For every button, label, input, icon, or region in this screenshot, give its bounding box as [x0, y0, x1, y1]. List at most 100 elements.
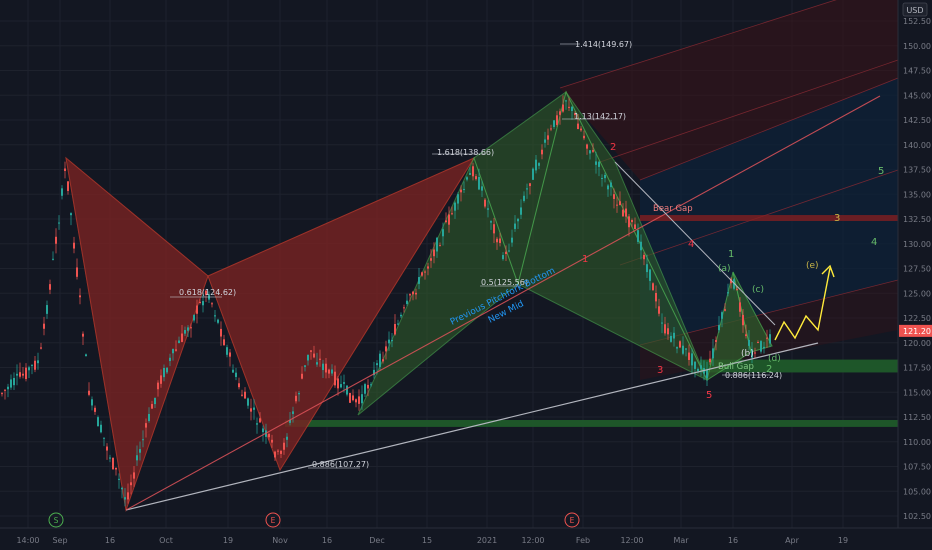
candle-body	[697, 368, 699, 372]
candle-body	[55, 236, 57, 244]
x-tick-label: 14:00	[16, 536, 39, 545]
candle-body	[334, 371, 336, 386]
fib-label: 1.618(138.66)	[437, 148, 494, 157]
candle-body	[739, 302, 741, 312]
event-marker-label: E	[271, 516, 276, 525]
candle-body	[310, 350, 312, 352]
x-tick-label: Apr	[785, 536, 800, 545]
candle-body	[10, 379, 12, 388]
candle-body	[487, 208, 489, 210]
candle-body	[28, 367, 30, 371]
candle-body	[331, 369, 333, 374]
y-tick-label: 135.00	[903, 190, 931, 199]
candle-body	[268, 433, 270, 438]
candle-body	[646, 264, 648, 273]
candle-body	[682, 345, 684, 354]
candle-body	[616, 204, 618, 206]
candle-body	[424, 271, 426, 273]
candle-body	[40, 347, 42, 349]
candle-body	[322, 363, 324, 371]
candle-body	[454, 202, 456, 211]
y-tick-label: 125.00	[903, 289, 931, 298]
candle-body	[388, 339, 390, 344]
last-price-label: 121.20	[903, 327, 931, 336]
candle-body	[484, 199, 486, 207]
candle-body	[262, 428, 264, 433]
candle-body	[46, 305, 48, 314]
candle-body	[730, 278, 732, 284]
candle-body	[100, 424, 102, 433]
candle-body	[319, 358, 321, 360]
candle-body	[670, 335, 672, 342]
candle-body	[184, 330, 186, 334]
candle-body	[148, 413, 150, 422]
candle-body	[85, 354, 87, 357]
candle-body	[211, 303, 213, 305]
event-marker	[564, 512, 580, 528]
pitchfork-median-line	[125, 95, 881, 511]
fib-label: 0.886(116.24)	[725, 371, 782, 380]
candle-body	[109, 457, 111, 459]
candle-body	[193, 315, 195, 321]
candle-body	[724, 309, 726, 311]
time-axis-background	[0, 528, 898, 550]
candle-body	[673, 332, 675, 339]
candle-body	[571, 106, 573, 112]
candle-body	[364, 384, 366, 394]
candle-body	[556, 115, 558, 125]
candle-body	[757, 342, 759, 344]
candle-body	[679, 341, 681, 348]
candle-body	[325, 363, 327, 373]
candle-body	[145, 423, 147, 428]
candle-body	[139, 449, 141, 453]
candle-body	[70, 213, 72, 216]
currency-label: USD	[906, 6, 923, 15]
candle-body	[451, 213, 453, 215]
candle-body	[742, 314, 744, 326]
candle-body	[517, 218, 519, 222]
x-tick-label: 12:00	[620, 536, 643, 545]
candle-body	[190, 327, 192, 329]
candle-body	[718, 325, 720, 331]
candle-body	[160, 375, 162, 384]
candle-body	[121, 487, 123, 490]
candle-body	[169, 357, 171, 362]
candle-body	[649, 269, 651, 281]
candle-body	[58, 222, 60, 224]
gap-zones	[285, 215, 898, 427]
candle-body	[7, 386, 9, 390]
candle-body	[358, 396, 360, 404]
candle-body	[67, 181, 69, 191]
y-tick-label: 110.00	[903, 438, 931, 447]
candle-body	[736, 289, 738, 291]
support-trendline	[125, 342, 819, 511]
candle-body	[37, 360, 39, 364]
candle-body	[667, 328, 669, 335]
candle-body	[541, 149, 543, 155]
candle-body	[592, 150, 594, 152]
y-tick-label: 137.50	[903, 166, 931, 175]
candle-body	[691, 353, 693, 366]
candle-body	[664, 324, 666, 334]
candle-body	[112, 457, 114, 470]
candle-body	[400, 314, 402, 317]
y-tick-label: 147.50	[903, 67, 931, 76]
candle-body	[379, 353, 381, 367]
candle-body	[13, 377, 15, 386]
candle-body	[61, 188, 63, 196]
candles	[1, 95, 771, 507]
candle-body	[295, 395, 297, 402]
candle-body	[52, 258, 54, 260]
candle-body	[229, 352, 231, 357]
y-tick-label: 132.50	[903, 215, 931, 224]
fib-label: 1.13(142.17)	[574, 112, 626, 121]
candle-body	[460, 189, 462, 193]
candle-body	[421, 272, 423, 276]
candle-body	[559, 111, 561, 115]
candle-body	[313, 353, 315, 358]
event-marker-label: S	[54, 516, 59, 525]
candle-body	[514, 223, 516, 229]
candle-body	[25, 367, 27, 380]
